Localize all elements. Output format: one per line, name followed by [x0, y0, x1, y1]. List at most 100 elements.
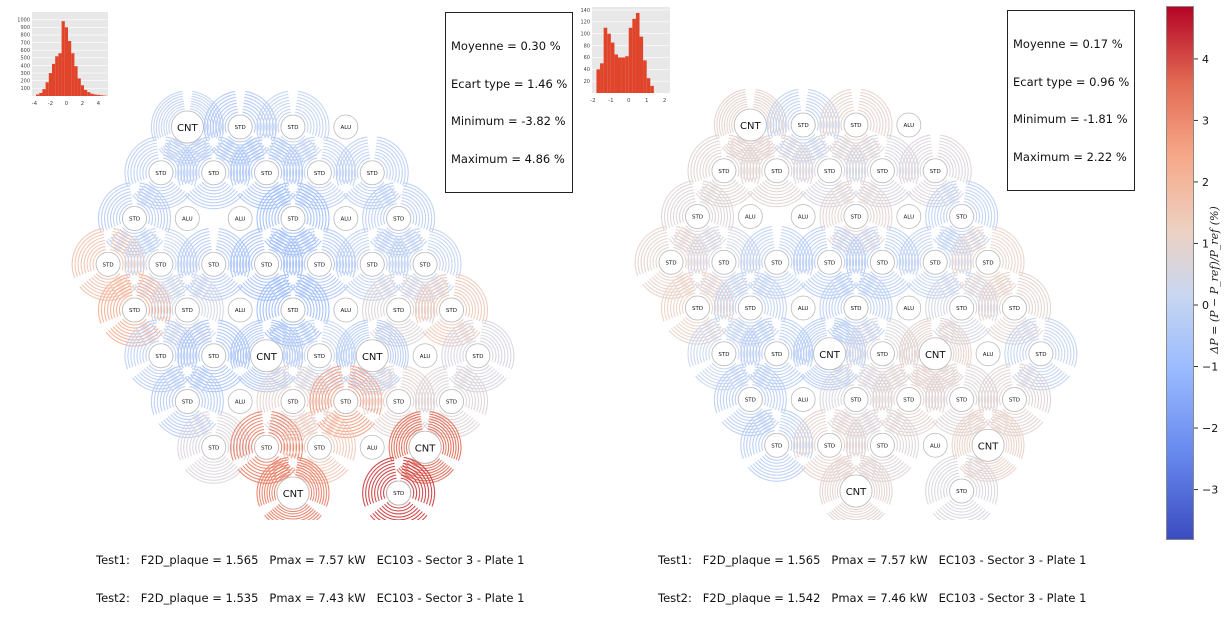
assembly-label: STD: [446, 308, 457, 314]
assembly-label: STD: [745, 306, 756, 312]
hist-x-tick: -2: [48, 101, 53, 107]
assembly-label: STD: [367, 262, 378, 268]
hist-bar: [650, 86, 654, 93]
assembly-label: STD: [367, 171, 378, 177]
colorbar-tick-label: 4: [1202, 53, 1209, 66]
assembly-label: STD: [771, 260, 782, 266]
stat-std: Ecart type = 0.96 %: [1013, 76, 1129, 89]
hist-y-tick: 1000: [17, 17, 30, 23]
hist-bar: [604, 28, 608, 93]
assembly-label: STD: [155, 262, 166, 268]
assembly-label: STD: [877, 169, 888, 175]
assembly: ALU: [738, 205, 762, 229]
assembly: ALU: [175, 207, 199, 231]
hist-bar: [611, 43, 615, 93]
assembly-label: STD: [129, 308, 140, 314]
hist-bar: [84, 90, 87, 96]
hist-bar: [46, 82, 49, 96]
assembly-label: STD: [692, 215, 703, 221]
assembly: STD: [363, 457, 435, 520]
hist-y-tick: 100: [20, 86, 30, 92]
assembly-label: ALU: [341, 308, 352, 314]
assembly: ALU: [791, 205, 815, 229]
stats-box-left: Moyenne = 0.30 % Ecart type = 1.46 % Min…: [445, 12, 573, 193]
assembly-label: STD: [1009, 398, 1020, 404]
hist-y-tick: 80: [584, 43, 590, 49]
hist-bar: [39, 93, 42, 96]
plate-arc: [375, 512, 422, 521]
hist-bar: [36, 94, 39, 96]
assembly: STD: [926, 455, 998, 520]
assembly-label: STD: [182, 400, 193, 406]
assembly-label: ALU: [182, 217, 193, 223]
assembly-label: STD: [877, 352, 888, 358]
hist-bar: [647, 78, 651, 93]
assembly-label: STD: [771, 443, 782, 449]
colorbar-tick-label: −2: [1202, 422, 1218, 435]
assembly-label: STD: [850, 215, 861, 221]
assembly: ALU: [228, 298, 252, 322]
assembly-label: ALU: [367, 445, 378, 451]
assembly-label: CNT: [256, 352, 277, 363]
assembly-label: CNT: [819, 350, 840, 361]
assembly-label: STD: [956, 215, 967, 221]
hist-y-tick: 60: [584, 55, 590, 61]
hist-bar: [58, 53, 61, 96]
assembly-label: STD: [208, 262, 219, 268]
hist-bar: [55, 56, 58, 96]
assembly-label: STD: [393, 491, 404, 497]
footer-right: Test1: F2D_plaque = 1.565 Pmax = 7.57 kW…: [658, 529, 1086, 629]
assembly-label: STD: [1009, 306, 1020, 312]
assembly-label: CNT: [177, 123, 198, 134]
assembly-label: CNT: [846, 487, 867, 498]
assembly-label: STD: [956, 306, 967, 312]
hist-bar: [629, 28, 633, 93]
assembly-label: STD: [314, 354, 325, 360]
assembly-label: ALU: [798, 215, 809, 221]
assembly: CNT: [820, 455, 892, 520]
hist-bar: [78, 78, 81, 96]
assembly: ALU: [897, 205, 921, 229]
assembly-label: STD: [314, 445, 325, 451]
hist-bar: [68, 41, 71, 96]
assembly-label: CNT: [362, 352, 383, 363]
hist-x-tick: 0: [627, 98, 631, 104]
hist-bar: [622, 57, 626, 93]
assembly: ALU: [791, 388, 815, 412]
hist-bar: [52, 64, 55, 96]
assembly-label: STD: [666, 260, 677, 266]
assembly-label: CNT: [415, 443, 436, 454]
assembly-label: STD: [877, 443, 888, 449]
assembly: ALU: [923, 433, 947, 457]
colorbar-label: ΔP = (P − P_ref)/P_ref (%): [1196, 140, 1227, 420]
hist-bar: [94, 94, 97, 96]
assembly-label: STD: [771, 352, 782, 358]
assembly-label: STD: [798, 123, 809, 129]
assembly: ALU: [334, 298, 358, 322]
assembly-label: ALU: [745, 215, 756, 221]
hist-bar: [97, 95, 100, 96]
assembly-label: STD: [824, 443, 835, 449]
assembly-label: STD: [983, 260, 994, 266]
assembly-label: STD: [103, 262, 114, 268]
footer-test1: Test1: F2D_plaque = 1.565 Pmax = 7.57 kW…: [96, 554, 524, 567]
assembly-label: STD: [771, 169, 782, 175]
hist-bar: [643, 60, 647, 93]
footer-left: Test1: F2D_plaque = 1.565 Pmax = 7.57 kW…: [96, 529, 524, 629]
assembly: ALU: [791, 296, 815, 320]
hist-y-tick: 100: [580, 31, 590, 37]
assembly-label: STD: [850, 123, 861, 129]
hist-y-tick: 900: [20, 25, 30, 31]
assembly-label: STD: [692, 306, 703, 312]
hist-bar: [65, 27, 68, 96]
hist-y-tick: 40: [584, 67, 590, 73]
assembly-label: ALU: [983, 352, 994, 358]
hist-bar: [62, 21, 65, 96]
assembly-label: STD: [261, 262, 272, 268]
assembly: ALU: [413, 344, 437, 368]
hist-bar: [618, 57, 622, 93]
hist-bar: [625, 56, 629, 93]
assembly: ALU: [334, 207, 358, 231]
hist-y-tick: 20: [584, 79, 590, 85]
